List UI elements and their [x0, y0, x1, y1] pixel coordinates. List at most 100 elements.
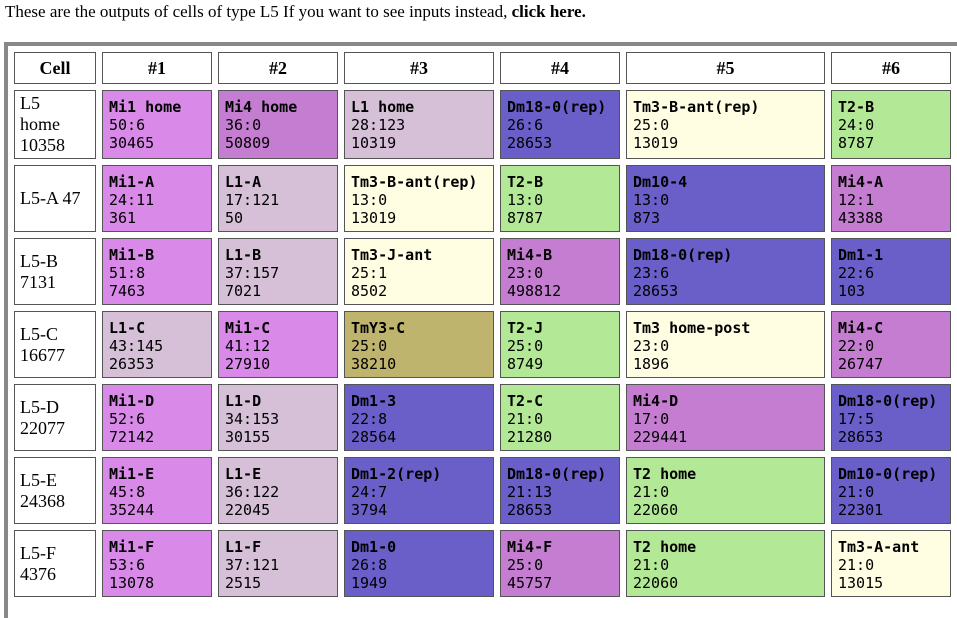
body-id: 361 [109, 209, 137, 227]
partner-cell[interactable]: L1-B 37:157 7021 [218, 238, 338, 305]
partner-cell[interactable]: Tm3-B-ant(rep) 13:0 13019 [344, 165, 494, 232]
partner-name: L1-C [109, 319, 146, 337]
cell-name-line: L5-E [20, 469, 57, 490]
body-id: 7463 [109, 282, 146, 300]
partner-cell[interactable]: T2-B 24:0 8787 [831, 90, 951, 159]
synapse-count: 50:6 [109, 116, 146, 134]
synapse-count: 51:8 [109, 264, 146, 282]
partner-name: Dm18-0(rep) [633, 246, 733, 264]
synapse-count: 37:121 [225, 556, 280, 574]
partner-name: T2 home [633, 538, 697, 556]
partner-cell[interactable]: Tm3-B-ant(rep) 25:0 13019 [626, 90, 825, 159]
body-id: 26353 [109, 355, 155, 373]
synapse-count: 23:0 [507, 264, 544, 282]
partner-cell[interactable]: L1-F 37:121 2515 [218, 530, 338, 597]
synapse-count: 36:0 [225, 116, 262, 134]
partner-cell[interactable]: L1-D 34:153 30155 [218, 384, 338, 451]
partner-cell[interactable]: Dm1-1 22:6 103 [831, 238, 951, 305]
partner-cell[interactable]: Mi1-E 45:8 35244 [102, 457, 212, 524]
partner-cell[interactable]: Tm3-J-ant 25:1 8502 [344, 238, 494, 305]
outputs-table-container[interactable]: Cell #1 #2 #3 #4 #5 #6 L5 home 10358 Mi1 ho… [4, 42, 957, 618]
body-id: 22045 [225, 501, 271, 519]
partner-cell[interactable]: Mi1-F 53:6 13078 [102, 530, 212, 597]
partner-cell[interactable]: Mi1 home 50:6 30465 [102, 90, 212, 159]
synapse-count: 36:122 [225, 483, 280, 501]
synapse-count: 22:8 [351, 410, 388, 428]
synapse-count: 24:0 [838, 116, 875, 134]
inputs-link[interactable]: click here. [511, 2, 586, 21]
table-row: L5-A 47 Mi1-A 24:11 361 L1-A 17:121 50 Tm3-B-an… [14, 165, 951, 232]
partner-cell[interactable]: Mi4-A 12:1 43388 [831, 165, 951, 232]
partner-cell[interactable]: L1 home 28:123 10319 [344, 90, 494, 159]
synapse-count: 25:0 [507, 556, 544, 574]
partner-name: Mi4-D [633, 392, 679, 410]
partner-cell[interactable]: Mi4-F 25:0 45757 [500, 530, 620, 597]
body-id: 3794 [351, 501, 388, 519]
body-id: 103 [838, 282, 866, 300]
cell-name-line: 24368 [20, 490, 65, 511]
partner-cell[interactable]: T2-J 25:0 8749 [500, 311, 620, 378]
partner-name: Dm18-0(rep) [838, 392, 938, 410]
partner-cell[interactable]: Mi4-D 17:0 229441 [626, 384, 825, 451]
partner-cell[interactable]: Dm18-0(rep) 26:6 28653 [500, 90, 620, 159]
cell-name-line: L5-A 47 [20, 188, 81, 208]
partner-cell[interactable]: Mi1-B 51:8 7463 [102, 238, 212, 305]
table-row: L5-F 4376 Mi1-F 53:6 13078 L1-F 37:121 2515 Dm1-… [14, 530, 951, 597]
partner-name: TmY3-C [351, 319, 406, 337]
partner-cell[interactable]: T2-B 13:0 8787 [500, 165, 620, 232]
body-id: 30155 [225, 428, 271, 446]
partner-cell[interactable]: T2-C 21:0 21280 [500, 384, 620, 451]
body-id: 22301 [838, 501, 884, 519]
partner-name: L1-E [225, 465, 262, 483]
body-id: 35244 [109, 501, 155, 519]
body-id: 21280 [507, 428, 553, 446]
partner-cell[interactable]: Dm10-4 13:0 873 [626, 165, 825, 232]
partner-cell[interactable]: Dm1-2(rep) 24:7 3794 [344, 457, 494, 524]
body-id: 28653 [838, 428, 884, 446]
partner-cell[interactable]: L1-C 43:145 26353 [102, 311, 212, 378]
partner-cell[interactable]: Dm18-0(rep) 17:5 28653 [831, 384, 951, 451]
cell-name-line: L5-F [20, 542, 56, 563]
partner-cell[interactable]: Tm3 home-post 23:0 1896 [626, 311, 825, 378]
synapse-count: 22:0 [838, 337, 875, 355]
partner-cell[interactable]: T2 home 21:0 22060 [626, 457, 825, 524]
partner-cell[interactable]: Mi4 home 36:0 50809 [218, 90, 338, 159]
table-row: L5 home 10358 Mi1 home 50:6 30465 Mi4 home 36:0… [14, 90, 951, 159]
body-id: 22060 [633, 574, 679, 592]
partner-name: L1 home [351, 98, 415, 116]
partner-cell[interactable]: Mi1-A 24:11 361 [102, 165, 212, 232]
synapse-count: 21:0 [838, 483, 875, 501]
body-id: 229441 [633, 428, 688, 446]
partner-cell[interactable]: T2 home 21:0 22060 [626, 530, 825, 597]
body-id: 50 [225, 209, 244, 227]
partner-cell[interactable]: L1-A 17:121 50 [218, 165, 338, 232]
synapse-count: 21:0 [633, 483, 670, 501]
partner-name: L1-F [225, 538, 262, 556]
partner-cell[interactable]: Dm10-0(rep) 21:0 22301 [831, 457, 951, 524]
cell-name: L5 home 10358 [14, 90, 96, 159]
partner-name: L1-B [225, 246, 262, 264]
partner-cell[interactable]: Mi1-D 52:6 72142 [102, 384, 212, 451]
synapse-count: 21:0 [507, 410, 544, 428]
partner-cell[interactable]: Mi4-C 22:0 26747 [831, 311, 951, 378]
partner-cell[interactable]: TmY3-C 25:0 38210 [344, 311, 494, 378]
partner-cell[interactable]: Mi1-C 41:12 27910 [218, 311, 338, 378]
partner-cell[interactable]: Dm1-0 26:8 1949 [344, 530, 494, 597]
table-row: L5-E 24368 Mi1-E 45:8 35244 L1-E 36:122 22045 Dm… [14, 457, 951, 524]
partner-name: T2 home [633, 465, 697, 483]
body-id: 72142 [109, 428, 155, 446]
partner-name: Dm1-2(rep) [351, 465, 442, 483]
header-rank-5: #5 [626, 52, 825, 84]
cell-name-line: L5-D [20, 396, 59, 417]
synapse-count: 12:1 [838, 191, 875, 209]
partner-name: Dm1-1 [838, 246, 884, 264]
partner-cell[interactable]: L1-E 36:122 22045 [218, 457, 338, 524]
partner-cell[interactable]: Dm1-3 22:8 28564 [344, 384, 494, 451]
body-id: 22060 [633, 501, 679, 519]
body-id: 30465 [109, 134, 155, 152]
partner-cell[interactable]: Dm18-0(rep) 23:6 28653 [626, 238, 825, 305]
partner-cell[interactable]: Dm18-0(rep) 21:13 28653 [500, 457, 620, 524]
cell-name: L5-A 47 [14, 165, 96, 232]
partner-cell[interactable]: Tm3-A-ant 21:0 13015 [831, 530, 951, 597]
partner-cell[interactable]: Mi4-B 23:0 498812 [500, 238, 620, 305]
